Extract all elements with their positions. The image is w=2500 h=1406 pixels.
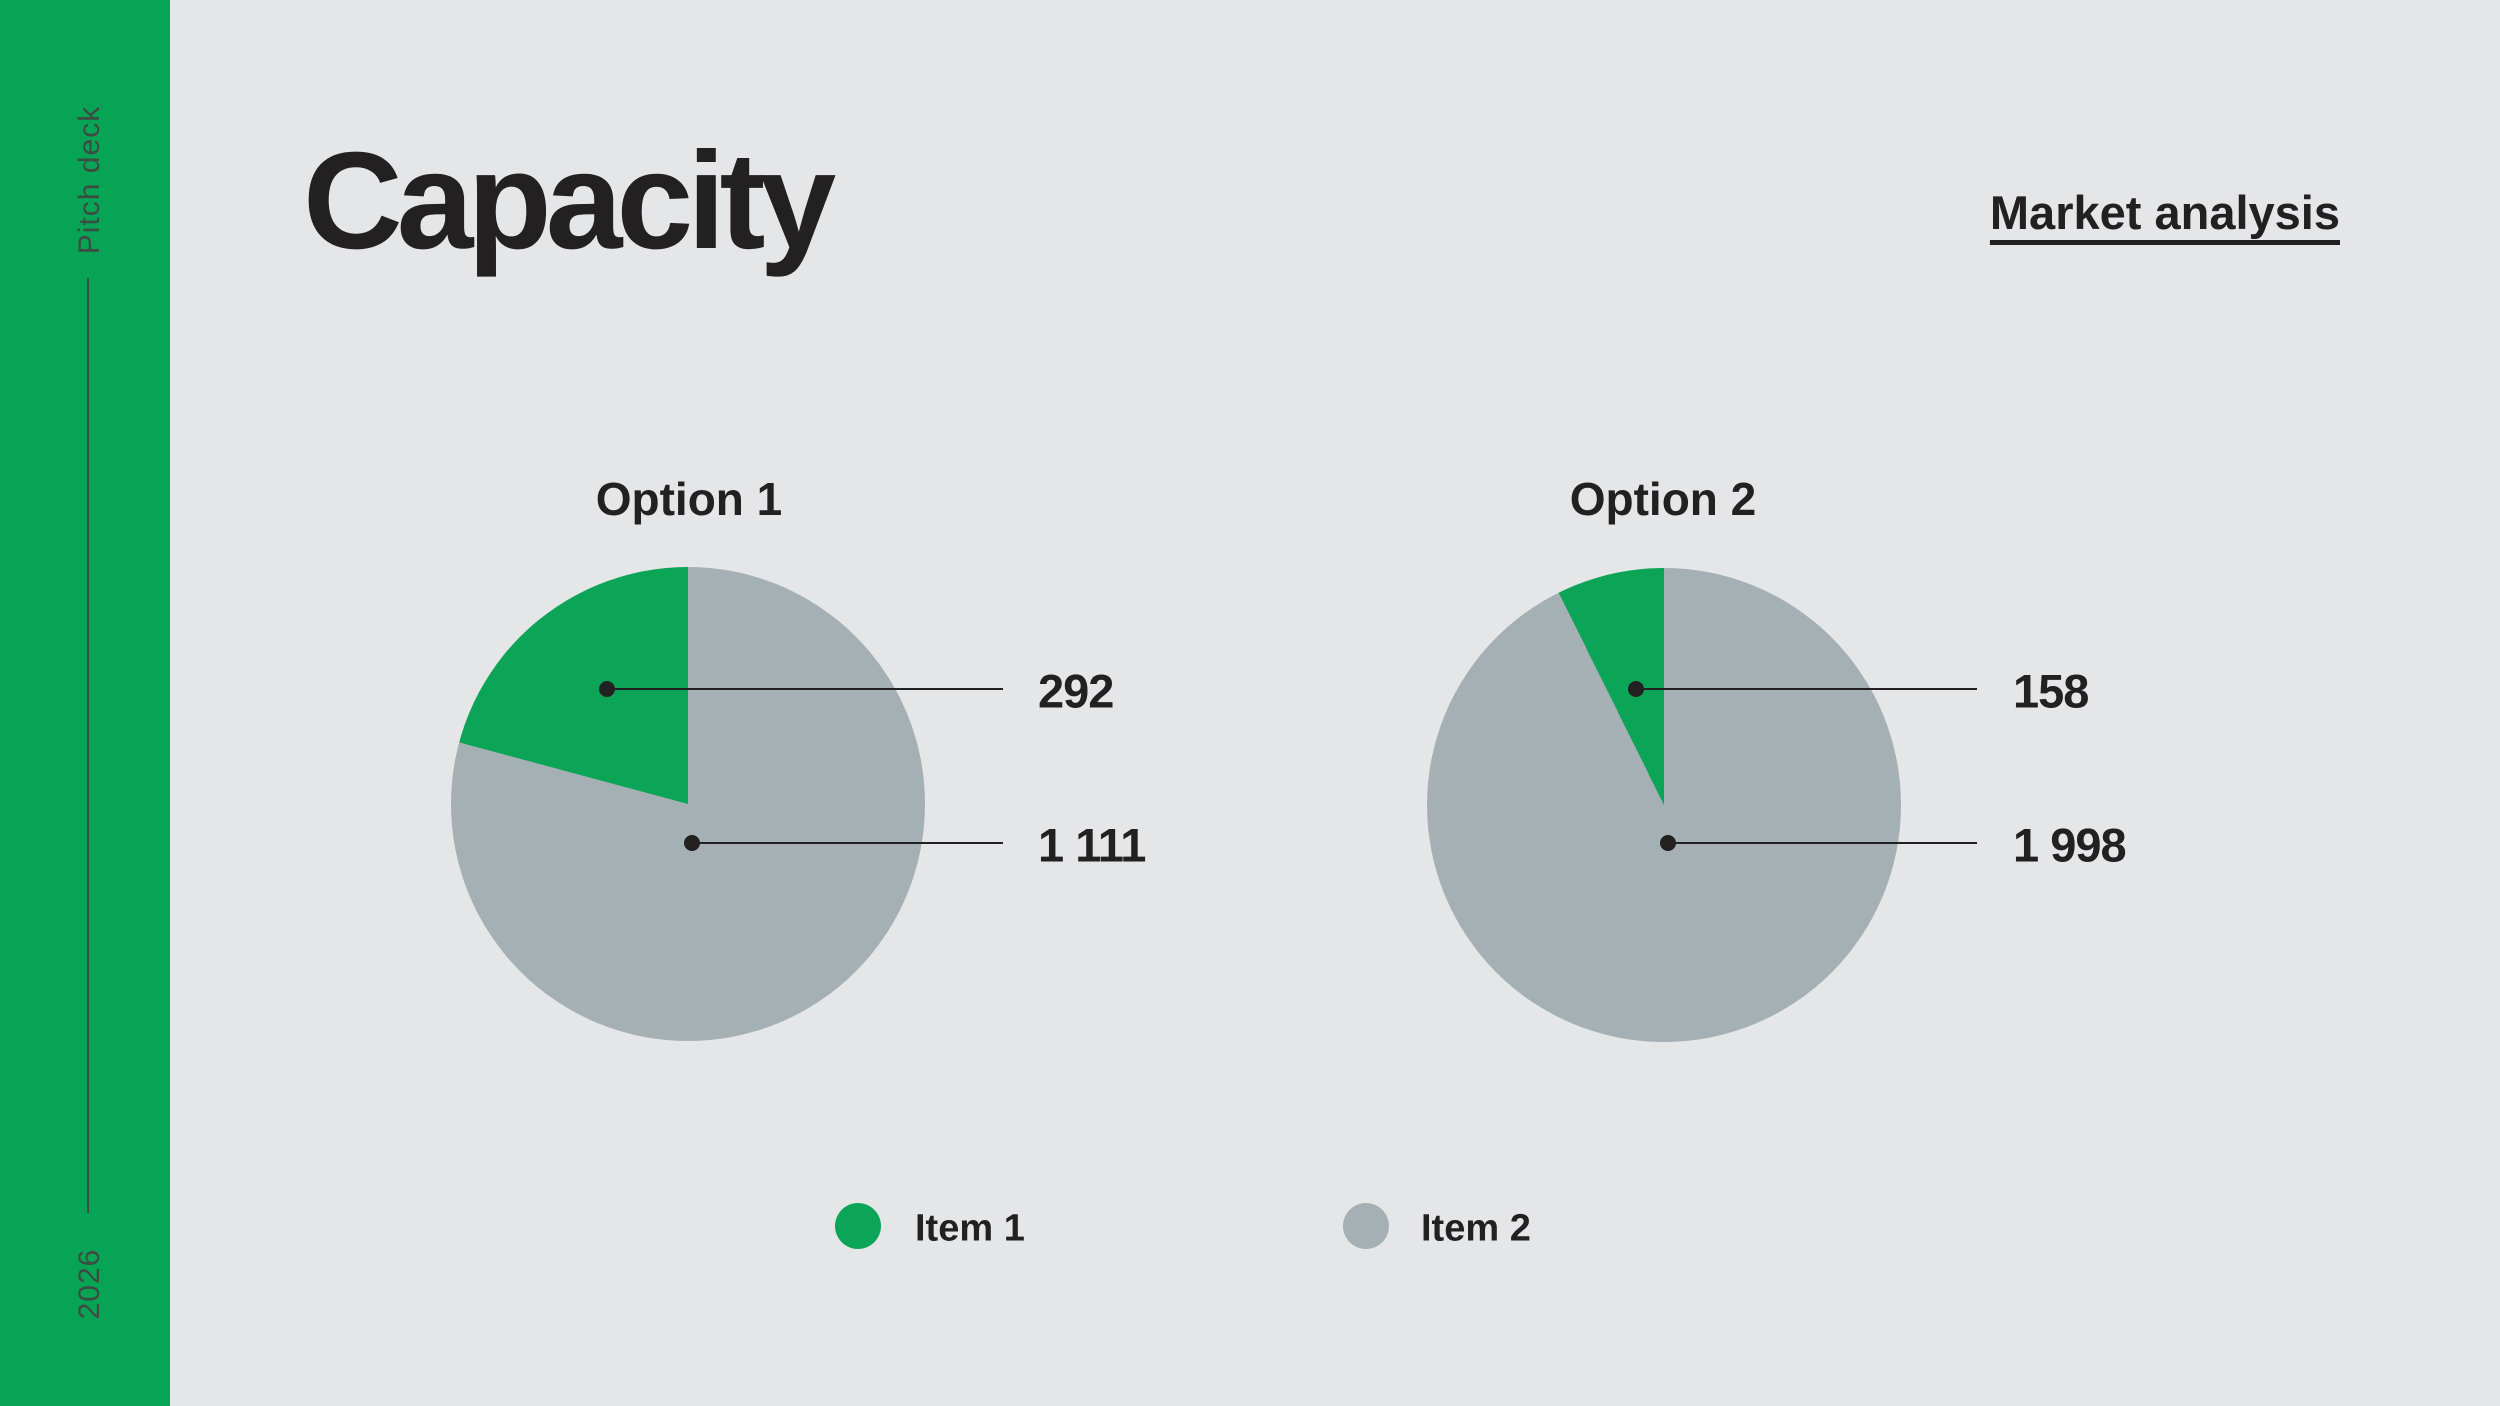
pie1-title: Option 1 — [595, 473, 783, 525]
page-title: Capacity — [303, 124, 836, 278]
pie2-callout-line-item1 — [1636, 688, 1977, 690]
pie1-value-item2: 1 111 — [1038, 818, 1146, 872]
pie2-value-item1: 158 — [2013, 664, 2089, 718]
pie2-title: Option 2 — [1569, 473, 1757, 525]
pie1-chart — [451, 567, 925, 1041]
market-analysis-link[interactable]: Market analysis — [1989, 186, 2340, 239]
legend-dot-item2 — [1343, 1203, 1389, 1249]
legend-dot-item1 — [835, 1203, 881, 1249]
sidebar-divider-line — [87, 278, 89, 1213]
legend-label-item1: Item 1 — [915, 1207, 1025, 1250]
pie2-value-item2: 1 998 — [2013, 818, 2127, 872]
pie2-chart — [1427, 568, 1901, 1042]
pie1-callout-dot-item2 — [684, 835, 700, 851]
pie2-callout-line-item2 — [1668, 842, 1977, 844]
pie1-callout-dot-item1 — [599, 681, 615, 697]
pie1-callout-line-item1 — [607, 688, 1003, 690]
pie1-value-item1: 292 — [1038, 664, 1114, 718]
sidebar-year-label: 2026 — [73, 1248, 106, 1320]
pie2-callout-dot-item2 — [1660, 835, 1676, 851]
sidebar: Pitch deck 2026 — [0, 0, 170, 1406]
legend-label-item2: Item 2 — [1421, 1207, 1531, 1250]
sidebar-deck-label: Pitch deck — [73, 105, 106, 255]
pie2-callout-dot-item1 — [1628, 681, 1644, 697]
pie1-callout-line-item2 — [692, 842, 1003, 844]
